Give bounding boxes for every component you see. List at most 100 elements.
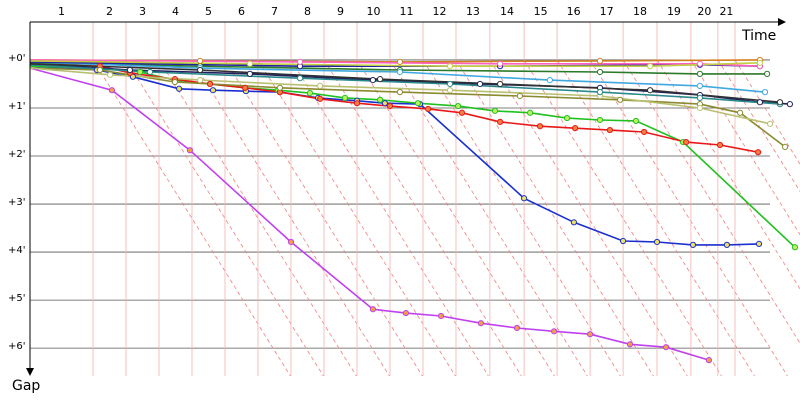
series-line xyxy=(30,63,781,103)
series-line xyxy=(30,67,710,361)
data-point xyxy=(369,306,376,313)
data-point xyxy=(596,68,604,76)
data-point xyxy=(723,241,731,248)
gap-guide xyxy=(622,59,800,344)
gap-guide xyxy=(556,59,755,376)
data-point xyxy=(767,120,774,127)
data-point xyxy=(527,109,534,116)
data-point xyxy=(414,100,421,107)
data-point xyxy=(756,99,764,106)
data-point xyxy=(596,57,604,65)
markers xyxy=(93,56,799,364)
x-tick-label: 3 xyxy=(139,5,146,18)
data-point xyxy=(491,107,499,114)
series-line xyxy=(30,65,760,246)
data-point xyxy=(437,312,445,320)
x-tick-label: 4 xyxy=(172,5,179,18)
data-point xyxy=(689,241,697,248)
y-tick-label: +6' xyxy=(8,341,26,352)
x-axis-title: Time xyxy=(741,28,776,44)
x-tick-label: 10 xyxy=(367,5,381,18)
data-point xyxy=(197,77,204,84)
x-tick-label: 9 xyxy=(337,5,344,18)
x-tick-label: 20 xyxy=(697,5,711,18)
gap-guide xyxy=(158,59,357,376)
data-point xyxy=(458,109,466,116)
gap-guide xyxy=(734,59,800,165)
data-point xyxy=(696,70,704,77)
x-tick-label: 13 xyxy=(466,5,480,18)
data-point xyxy=(341,94,349,101)
data-point xyxy=(209,87,217,94)
data-point xyxy=(572,125,579,132)
x-axis-arrow xyxy=(778,18,786,26)
data-point xyxy=(396,68,403,76)
gap-guide xyxy=(489,59,688,376)
x-tick-label: 5 xyxy=(205,5,212,18)
data-point xyxy=(587,331,594,338)
x-tick-label: 21 xyxy=(719,5,733,18)
data-point xyxy=(402,309,409,317)
data-point xyxy=(171,78,178,86)
series-line xyxy=(30,67,771,125)
data-point xyxy=(755,240,763,248)
data-point xyxy=(317,82,324,89)
y-axis-arrow xyxy=(26,368,34,376)
data-point xyxy=(647,87,654,94)
data-point xyxy=(446,63,454,70)
data-point xyxy=(377,96,384,103)
data-point xyxy=(737,109,744,116)
data-point xyxy=(455,102,462,110)
gap-guide xyxy=(422,59,621,376)
data-point xyxy=(536,123,544,130)
data-point xyxy=(513,324,521,332)
data-point xyxy=(776,99,784,106)
data-point xyxy=(497,118,504,126)
data-point xyxy=(641,128,648,136)
gap-guide xyxy=(717,59,800,193)
y-tick-label: +5' xyxy=(8,293,26,304)
gap-guide xyxy=(589,59,788,376)
gap-guide xyxy=(191,59,390,376)
gap-guide xyxy=(257,59,456,376)
data-point xyxy=(396,58,403,65)
data-point xyxy=(386,102,394,110)
gap-guide xyxy=(656,59,800,290)
data-point xyxy=(446,87,454,94)
data-point xyxy=(647,63,654,70)
data-point xyxy=(425,105,432,113)
data-point xyxy=(206,80,214,88)
data-point xyxy=(197,57,204,65)
data-point xyxy=(287,238,295,246)
data-point xyxy=(632,117,640,125)
x-tick-label: 15 xyxy=(534,5,548,18)
series-lines xyxy=(30,59,796,361)
data-point xyxy=(296,75,304,82)
gap-guide xyxy=(224,59,423,376)
data-point xyxy=(246,60,253,67)
data-point xyxy=(126,66,133,74)
data-point xyxy=(186,147,193,154)
y-tick-label: +1' xyxy=(8,101,26,112)
data-point xyxy=(108,87,116,94)
data-point xyxy=(782,143,789,150)
data-point xyxy=(369,77,376,84)
x-tick-label: 16 xyxy=(567,5,581,18)
data-point xyxy=(377,76,384,83)
data-point xyxy=(497,80,504,88)
data-point xyxy=(497,60,504,67)
data-point xyxy=(197,66,204,74)
data-point xyxy=(546,77,554,84)
data-point xyxy=(96,66,104,74)
data-point xyxy=(516,92,524,100)
data-point xyxy=(476,80,484,88)
data-point xyxy=(596,116,604,124)
x-tick-label: 1 xyxy=(58,5,65,18)
data-point xyxy=(246,70,253,77)
data-point xyxy=(477,320,484,327)
y-tick-label: +3' xyxy=(8,197,26,208)
gap-guide xyxy=(389,59,588,376)
data-point xyxy=(786,101,794,108)
data-point xyxy=(761,89,769,96)
data-point xyxy=(756,59,764,66)
